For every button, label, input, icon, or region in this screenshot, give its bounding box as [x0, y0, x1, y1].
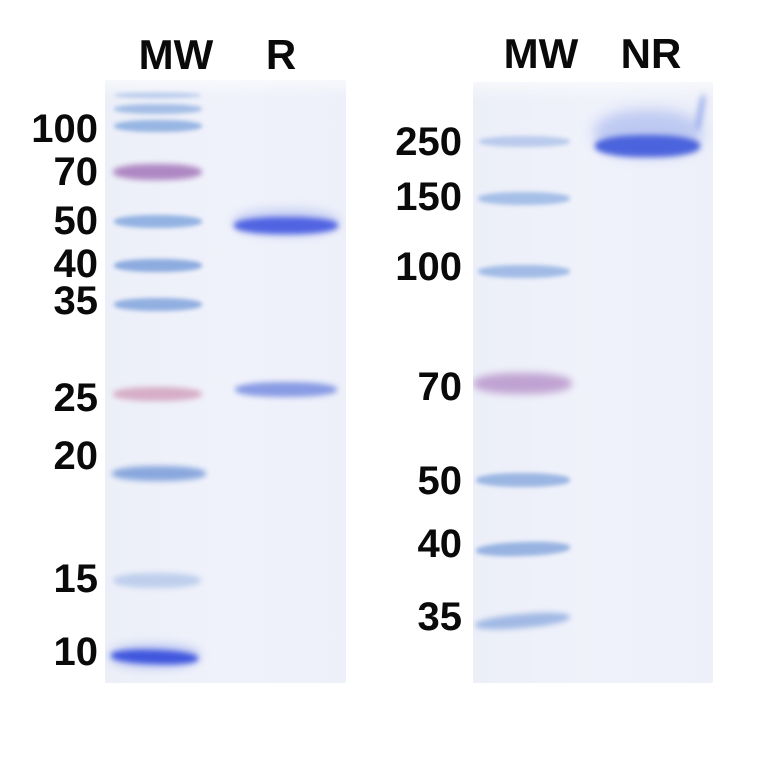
marker-label-right-150kda: 150 — [395, 175, 462, 220]
marker-label-left-20kda: 20 — [53, 434, 99, 479]
r-lane-band-25kda — [235, 381, 337, 397]
marker-label-left-10kda: 10 — [53, 630, 99, 675]
non-reduced-gel-image — [473, 82, 713, 683]
marker-label-left-40kda: 40 — [53, 242, 99, 287]
marker-label-right-250kda: 250 — [395, 120, 462, 165]
lane-label-nr: NR — [620, 30, 682, 77]
mw-left-band-20kda — [112, 465, 206, 481]
lane-label-mw-right: MW — [503, 30, 579, 77]
mw-left-band-35kda — [114, 297, 202, 311]
mw-right-band-150kda — [478, 191, 570, 205]
marker-label-right-40kda: 40 — [417, 522, 463, 567]
mw-left-band-70kda — [113, 164, 202, 180]
marker-label-right-50kda: 50 — [417, 459, 463, 504]
mw-left-band-50kda — [114, 214, 202, 228]
lane-label-mw-left: MW — [138, 31, 214, 78]
mw-right-band-250kda — [479, 135, 570, 147]
mw-right-band-100kda — [478, 264, 570, 278]
marker-label-right-35kda: 35 — [417, 595, 463, 640]
mw-right-band-40kda — [475, 540, 571, 558]
mw-left-band-15kda — [113, 572, 201, 588]
marker-label-left-15kda: 15 — [53, 557, 99, 602]
marker-label-left-100kda: 100 — [31, 107, 98, 152]
marker-label-left-35kda: 35 — [53, 279, 99, 324]
mw-left-band-40kda — [114, 258, 202, 272]
marker-label-right-100kda: 100 — [395, 245, 462, 290]
mw-left-band-100kda — [114, 120, 202, 132]
reduced-gel-image — [105, 80, 346, 683]
r-lane-band-50kda — [234, 216, 338, 234]
marker-label-left-50kda: 50 — [53, 199, 99, 244]
lane-label-r: R — [265, 31, 297, 78]
mw-right-band-35kda — [474, 609, 571, 633]
nr-lane-band-core — [595, 135, 700, 157]
mw-right-band-70kda — [473, 372, 572, 394]
nr-lane-band-tail — [693, 92, 708, 132]
mw-left-top-band-1 — [114, 92, 201, 98]
mw-left-band-25kda — [113, 387, 202, 401]
marker-label-left-25kda: 25 — [53, 376, 99, 421]
marker-label-right-70kda: 70 — [417, 365, 463, 410]
mw-right-band-50kda — [476, 473, 570, 487]
mw-left-top-band-2 — [114, 104, 202, 114]
marker-label-left-70kda: 70 — [53, 150, 99, 195]
